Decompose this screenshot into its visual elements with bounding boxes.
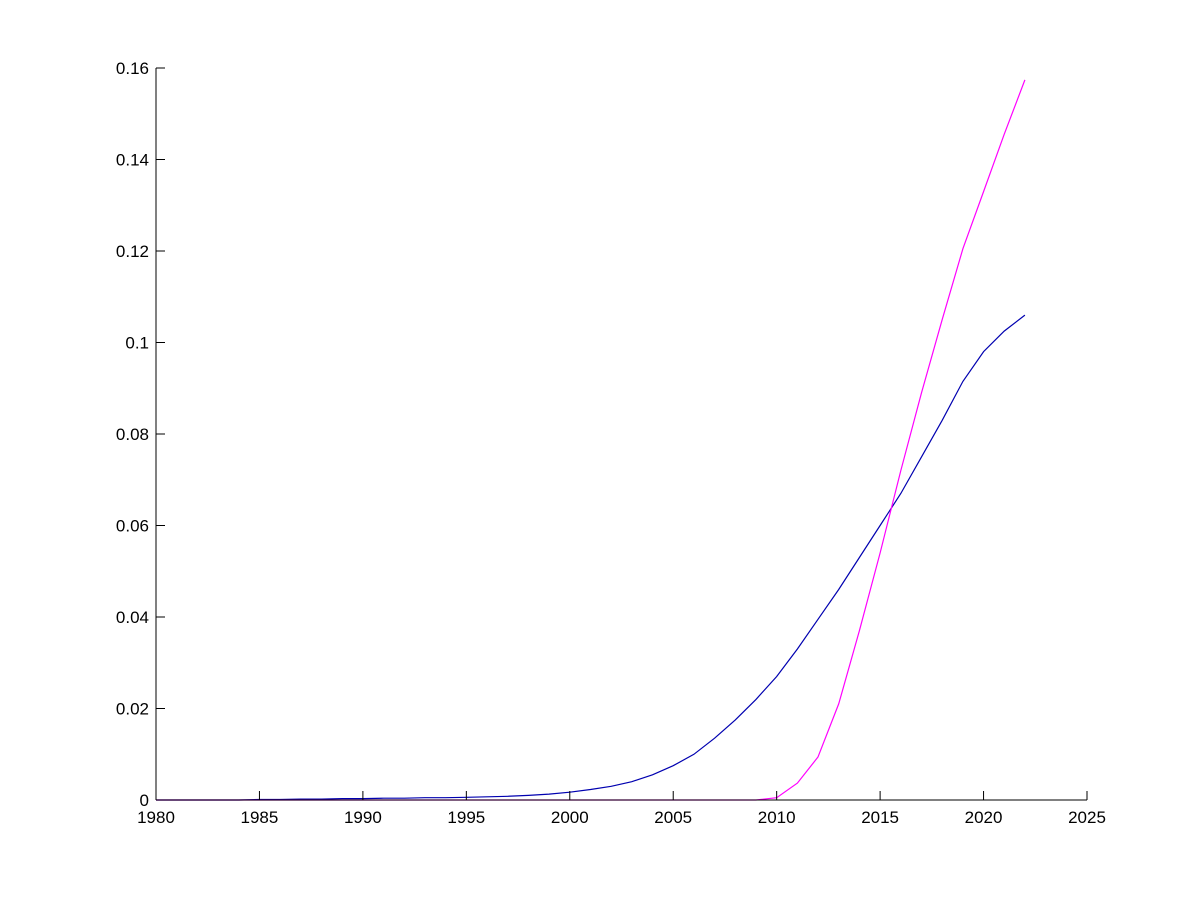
- x-tick-label: 2000: [551, 808, 589, 827]
- x-tick-label: 1995: [447, 808, 485, 827]
- y-tick-label: 0.1: [125, 334, 149, 353]
- x-tick-label: 1980: [137, 808, 175, 827]
- series-line-0: [156, 314, 1026, 801]
- x-tick-label: 2015: [861, 808, 899, 827]
- y-tick-label: 0.14: [116, 151, 149, 170]
- y-tick-label: 0.16: [116, 59, 149, 78]
- series-line-1: [156, 79, 1026, 801]
- y-tick-label: 0.04: [116, 608, 149, 627]
- y-tick-label: 0.02: [116, 700, 149, 719]
- x-ticks: 1980 1985 1990 1995 2000 2005 2010 2015 2020 2025: [137, 791, 1106, 827]
- y-tick-label: 0.12: [116, 242, 149, 261]
- x-tick-label: 1990: [344, 808, 382, 827]
- axes: [155, 68, 1087, 801]
- series-layer: [156, 79, 1026, 801]
- y-tick-label: 0: [140, 791, 149, 810]
- y-ticks: 0 0.02 0.04 0.06 0.08 0.1 0.12 0.14 0.16: [116, 59, 165, 810]
- x-tick-label: 2010: [758, 808, 796, 827]
- x-tick-label: 1985: [241, 808, 279, 827]
- x-tick-label: 2020: [965, 808, 1003, 827]
- x-tick-label: 2025: [1068, 808, 1106, 827]
- y-tick-label: 0.08: [116, 425, 149, 444]
- x-tick-label: 2005: [654, 808, 692, 827]
- y-tick-label: 0.06: [116, 517, 149, 536]
